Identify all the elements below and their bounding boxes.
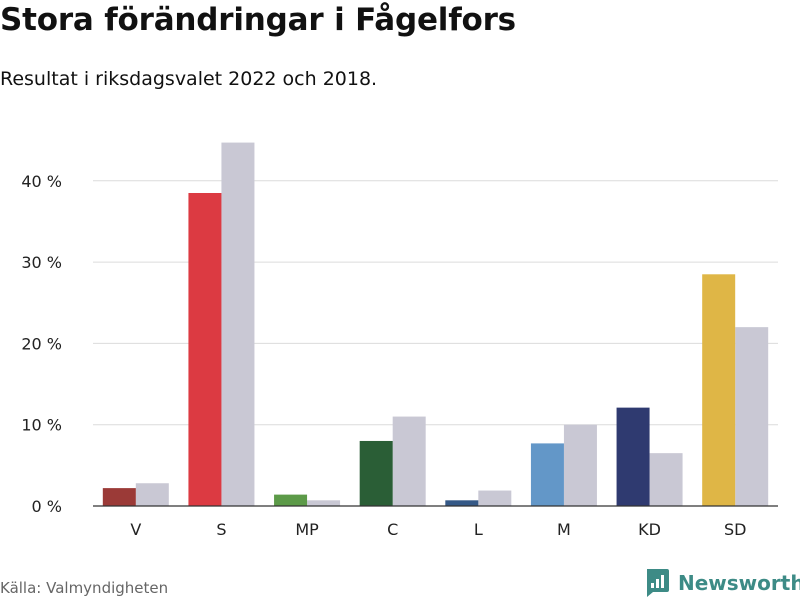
y-tick-label: 40 %: [21, 172, 62, 191]
y-tick-label: 30 %: [21, 253, 62, 272]
x-tick-label: KD: [638, 520, 661, 539]
bar-2022: [530, 443, 564, 506]
y-tick-label: 0 %: [32, 497, 62, 516]
brand-name: Newsworthy: [678, 571, 800, 595]
bar-2022: [188, 192, 222, 506]
bar-2018: [392, 416, 426, 506]
y-tick-label: 10 %: [21, 416, 62, 435]
bar-2022: [702, 274, 736, 506]
chart-title: Stora förändringar i Fågelfors: [0, 2, 516, 38]
x-tick-label: M: [557, 520, 571, 539]
bar-2022: [359, 440, 393, 506]
bar-2018: [735, 327, 769, 506]
bar-chart: 0 % 10 % 20 % 30 % 40 % V S MP C L M KD SD: [21, 142, 778, 539]
bar-2022: [445, 500, 479, 506]
bar-2018: [563, 424, 597, 506]
x-tick-label: V: [130, 520, 141, 539]
x-tick-label: S: [216, 520, 226, 539]
bar-2018: [478, 490, 512, 506]
bar-2018: [649, 453, 683, 506]
x-tick-label: MP: [295, 520, 319, 539]
y-tick-label: 20 %: [21, 334, 62, 353]
bar-2018: [135, 483, 169, 506]
x-tick-label: SD: [724, 520, 746, 539]
x-tick-label: L: [474, 520, 483, 539]
bar-2018: [307, 500, 341, 506]
newsworthy-logo-icon: [647, 569, 669, 597]
bar-2022: [102, 488, 136, 506]
x-tick-label: C: [387, 520, 398, 539]
brand-logo: Newsworthy: [644, 568, 800, 598]
chart-subtitle: Resultat i riksdagsvalet 2022 och 2018.: [0, 68, 378, 90]
bar-2022: [274, 494, 308, 506]
bar-2022: [616, 407, 650, 506]
source-note: Källa: Valmyndigheten: [0, 579, 169, 597]
bar-2018: [221, 142, 255, 507]
